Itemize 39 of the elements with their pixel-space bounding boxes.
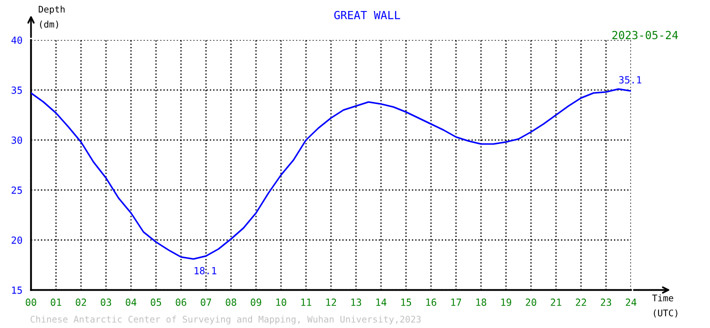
annotation: 18.1 [194, 266, 216, 274]
x-tick-label: 14 [376, 298, 386, 306]
x-tick-label: 13 [351, 298, 362, 306]
x-tick-label: 23 [600, 298, 612, 306]
x-tick-label: 06 [176, 298, 186, 306]
x-tick-label: 15 [401, 298, 412, 306]
x-axis-title: Time (UTC) [652, 294, 678, 318]
y-tick-label: 35 [12, 86, 22, 94]
x-tick-label: 09 [250, 298, 262, 306]
x-tick-label: 02 [76, 298, 86, 306]
x-tick-label: 11 [301, 298, 312, 306]
y-tick-label: 30 [12, 136, 22, 144]
x-tick-label: 19 [501, 298, 512, 306]
chart-subtitle: 2023-05-24 [612, 30, 678, 40]
text: Chinese Antarctic Center of Surveying and Mapping, Wuhan University,2023 [30, 316, 421, 324]
x-tick-label: 17 [451, 298, 462, 306]
x-tick-label: 00 [26, 298, 36, 306]
annotation: 35.1 [619, 76, 642, 84]
x-tick-label: 24 [626, 298, 636, 306]
x-tick-label: 05 [150, 298, 162, 306]
x-tick-label: 04 [126, 298, 136, 306]
y-tick-label: 15 [12, 286, 22, 294]
line-series [31, 88, 631, 260]
x-tick-label: 12 [326, 298, 336, 306]
x-tick-label: 18 [476, 298, 486, 306]
y-tick-label: 20 [12, 236, 22, 244]
y-axis-title: Depth (dm) [38, 6, 65, 29]
x-tick-label: 20 [526, 298, 536, 306]
x-tick-label: 16 [426, 298, 436, 306]
x-tick-label: 10 [276, 298, 286, 306]
x-tick-label: 01 [50, 298, 62, 306]
x-tick-label: 03 [100, 298, 112, 306]
y-tick-label: 40 [11, 36, 22, 44]
x-tick-label: 22 [576, 298, 586, 306]
x-tick-label: 07 [200, 298, 212, 306]
x-tick-label: 21 [550, 298, 562, 306]
x-tick-label: 08 [226, 298, 236, 306]
y-tick-label: 25 [12, 186, 22, 194]
chart-title: GREAT WALL [334, 10, 400, 20]
